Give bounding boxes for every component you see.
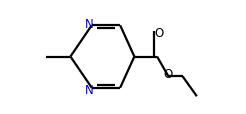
Text: N: N	[85, 18, 94, 31]
Text: O: O	[164, 67, 173, 80]
Text: O: O	[154, 27, 163, 40]
Text: N: N	[85, 83, 94, 96]
